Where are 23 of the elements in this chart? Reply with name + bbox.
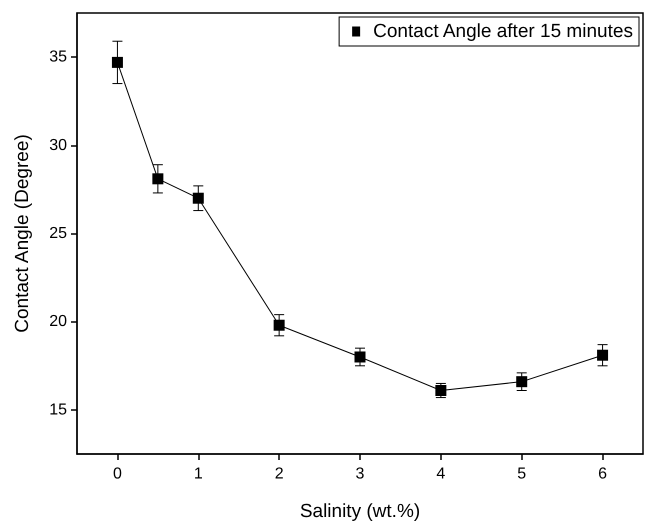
point [435,384,446,396]
x-tick-label: 2 [274,466,284,482]
y-tick-label: 35 [49,48,68,66]
y-axis-title: Contact Angle (Degree) [12,134,33,333]
x-tick-label: 3 [356,466,365,482]
point [516,376,528,388]
x-axis-title: Salinity (wt.%) [300,501,420,522]
y-tick-label: 30 [49,136,68,154]
point [274,320,285,331]
point [597,350,608,361]
point [152,173,164,184]
legend-label: Contact Angle after 15 minutes [373,21,633,42]
y-tick-label: 25 [49,225,68,242]
point [354,351,366,362]
y-tick-label: 15 [49,401,68,418]
x-tick-label: 5 [517,466,526,482]
x-tick-label: 0 [112,466,122,482]
point [112,56,123,68]
x-tick-label: 1 [194,466,203,482]
x-tick-label: 4 [436,466,446,482]
y-tick-label: 20 [49,313,68,330]
x-tick-label: 6 [598,466,608,482]
point [192,192,204,204]
